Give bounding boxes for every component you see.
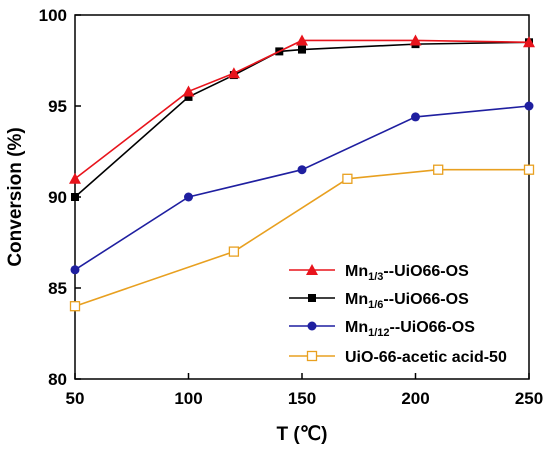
legend-label: Mn1/3--UiO66-OS bbox=[345, 263, 469, 283]
y-tick-label: 80 bbox=[48, 370, 67, 389]
legend-label: Mn1/12--UiO66-OS bbox=[345, 319, 475, 339]
legend-marker bbox=[308, 294, 316, 302]
legend: Mn1/3--UiO66-OS Mn1/6--UiO66-OS Mn1/12--Ui… bbox=[289, 263, 507, 366]
series-line bbox=[74, 39, 530, 180]
data-point bbox=[524, 101, 534, 111]
series-4 bbox=[69, 164, 535, 312]
data-point bbox=[227, 67, 240, 79]
series-3 bbox=[70, 101, 534, 275]
y-tick-label: 90 bbox=[48, 188, 67, 207]
data-point bbox=[297, 165, 307, 175]
data-point bbox=[433, 164, 444, 175]
data-point bbox=[409, 34, 422, 46]
data-point bbox=[69, 301, 81, 312]
data-point bbox=[296, 34, 308, 46]
data-point bbox=[523, 36, 535, 48]
y-tick-label: 100 bbox=[39, 6, 67, 25]
series-2 bbox=[71, 38, 533, 201]
data-point bbox=[70, 265, 80, 275]
y-tick-label: 95 bbox=[48, 97, 67, 116]
legend-item: Mn1/3--UiO66-OS bbox=[289, 263, 469, 283]
x-tick-label: 150 bbox=[288, 389, 316, 408]
legend-marker bbox=[307, 321, 317, 331]
data-point bbox=[342, 173, 353, 184]
legend-item: Mn1/12--UiO66-OS bbox=[289, 319, 475, 339]
x-tick-label: 100 bbox=[174, 389, 202, 408]
data-point bbox=[184, 92, 193, 101]
legend-label: Mn1/6--UiO66-OS bbox=[345, 291, 469, 311]
legend-item: Mn1/6--UiO66-OS bbox=[289, 291, 469, 311]
x-tick-label: 250 bbox=[515, 389, 543, 408]
series-line bbox=[74, 105, 530, 271]
x-tick-label: 200 bbox=[401, 389, 429, 408]
legend-marker bbox=[306, 350, 318, 362]
data-point bbox=[182, 85, 195, 97]
data-point bbox=[71, 193, 79, 201]
series-1 bbox=[69, 34, 535, 184]
y-axis-title: Conversion (%) bbox=[5, 127, 26, 266]
series-line bbox=[74, 168, 529, 307]
x-axis-title: T (℃) bbox=[277, 424, 328, 445]
legend-item: UiO-66-acetic acid-50 bbox=[289, 349, 507, 366]
data-point bbox=[69, 172, 81, 184]
data-series bbox=[69, 34, 535, 312]
data-point bbox=[523, 164, 535, 175]
axis-ticks: 50 100 150 200 250 80 85 90 95 100 bbox=[39, 6, 544, 408]
data-point bbox=[184, 192, 193, 202]
data-point bbox=[228, 246, 240, 257]
y-tick-label: 85 bbox=[48, 279, 67, 298]
legend-marker bbox=[306, 264, 318, 275]
data-point bbox=[411, 112, 420, 122]
data-point bbox=[298, 45, 306, 54]
x-tick-label: 50 bbox=[66, 389, 85, 408]
legend-label: UiO-66-acetic acid-50 bbox=[345, 349, 507, 366]
